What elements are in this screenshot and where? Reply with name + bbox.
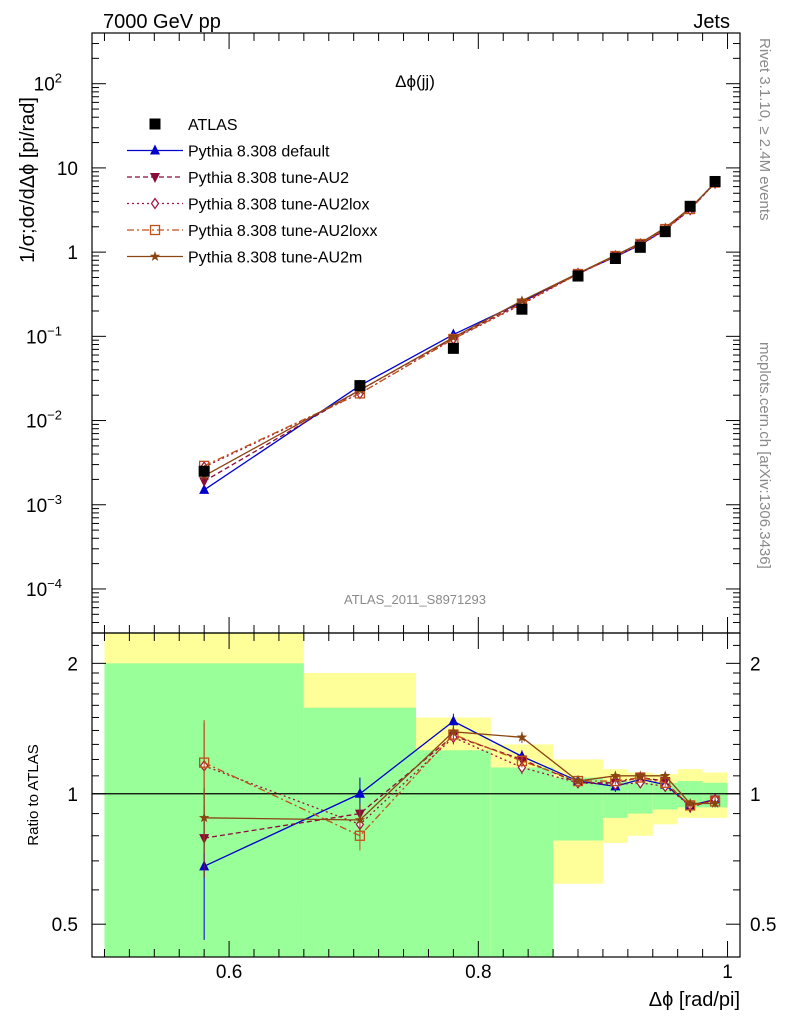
main-atlas-point bbox=[609, 252, 621, 264]
main-y-axis-label: 1/σ;dσ/dΔϕ [pi/rad] bbox=[17, 97, 39, 263]
ratio-inner-band bbox=[490, 767, 554, 957]
main-y-tick-label: 10−1 bbox=[26, 323, 62, 348]
ratio-au2m-point bbox=[635, 770, 646, 781]
ratio-y-tick-label-right: 1 bbox=[750, 785, 761, 806]
main-au2m-point bbox=[516, 295, 528, 306]
ratio-au2loxx-point bbox=[199, 757, 210, 768]
main-atlas-point bbox=[709, 175, 721, 187]
ratio-au2lox-line bbox=[203, 736, 716, 826]
plot-frames bbox=[91, 32, 741, 958]
main-au2-point bbox=[199, 477, 210, 488]
ratio-au2lox-point bbox=[636, 776, 645, 789]
main-y-tick-label: 10−4 bbox=[26, 576, 62, 601]
legend-label-au2m: Pythia 8.308 tune-AU2m bbox=[188, 250, 362, 267]
ratio-y-tick-label: 0.5 bbox=[52, 915, 78, 936]
main-axis-ticks: 10−4 10−3 10−2 10−1 1 10 102 bbox=[26, 32, 740, 634]
ratio-au2m-point bbox=[684, 797, 696, 808]
legend-marker-atlas bbox=[149, 118, 161, 130]
ratio-au2m-point bbox=[198, 812, 210, 823]
ratio-axis-ticks: 0.5 0.5 1 1 2 2 0.6 0.8 1 bbox=[52, 633, 776, 983]
legend-marker-au2lox bbox=[150, 197, 160, 210]
ratio-au2m-line bbox=[204, 731, 716, 821]
ratio-uncertainty-bands bbox=[92, 633, 740, 957]
ratio-au2-line bbox=[204, 735, 716, 839]
ratio-y-axis-label: Ratio to ATLAS bbox=[25, 744, 42, 845]
main-au2m-point bbox=[448, 331, 459, 342]
ratio-au2m-point bbox=[448, 726, 459, 737]
ratio-y-tick-label: 2 bbox=[67, 654, 78, 675]
ratio-au2loxx-point bbox=[516, 755, 528, 767]
watermark: ATLAS_2011_S8971293 bbox=[344, 592, 486, 607]
main-title: Δϕ(jj) bbox=[395, 72, 435, 91]
x-tick-label: 1 bbox=[722, 962, 733, 983]
main-atlas-point bbox=[684, 200, 696, 212]
legend-label-default: Pythia 8.308 default bbox=[188, 144, 330, 161]
main-default-point bbox=[199, 483, 210, 494]
main-series-group bbox=[198, 175, 721, 494]
main-atlas-point bbox=[659, 226, 671, 238]
main-y-tick-label: 10−2 bbox=[26, 408, 62, 433]
legend-marker-default bbox=[150, 144, 160, 155]
main-atlas-point bbox=[447, 342, 459, 354]
legend-label-au2loxx: Pythia 8.308 tune-AU2loxx bbox=[188, 223, 377, 240]
ratio-inner-band bbox=[416, 750, 491, 957]
legend-label-au2: Pythia 8.308 tune-AU2 bbox=[188, 170, 349, 187]
ratio-au2m-point bbox=[572, 775, 584, 786]
main-y-tick-label: 102 bbox=[34, 71, 62, 96]
ratio-y-tick-label: 1 bbox=[67, 785, 78, 806]
ratio-au2m-point bbox=[354, 814, 366, 825]
main-atlas-point bbox=[634, 241, 646, 253]
ratio-y-tick-label-right: 0.5 bbox=[750, 915, 776, 936]
ratio-au2loxx-line bbox=[203, 733, 716, 837]
ratio-series-group bbox=[198, 713, 721, 940]
main-atlas-point bbox=[198, 465, 210, 477]
ratio-au2m-point bbox=[610, 770, 621, 781]
header-left: 7000 GeV pp bbox=[103, 11, 221, 33]
ratio-y-tick-label-right: 2 bbox=[750, 654, 761, 675]
ratio-au2m-point bbox=[660, 770, 671, 781]
mcplots-label: mcplots.cern.ch [arXiv:1306.3436] bbox=[756, 342, 773, 569]
ratio-frame bbox=[91, 632, 741, 958]
main-y-tick-label: 10−3 bbox=[26, 492, 62, 517]
ratio-au2loxx-point bbox=[354, 830, 366, 841]
ratio-au2m-point bbox=[516, 731, 528, 742]
main-atlas-point bbox=[572, 270, 584, 282]
legend-label-au2lox: Pythia 8.308 tune-AU2lox bbox=[188, 197, 369, 214]
x-tick-label: 0.6 bbox=[216, 962, 242, 983]
header-right: Jets bbox=[693, 11, 730, 33]
main-atlas-point bbox=[354, 380, 366, 392]
main-atlas-point bbox=[516, 303, 528, 315]
x-tick-label: 0.8 bbox=[465, 962, 491, 983]
rivet-label: Rivet 3.1.10, ≥ 2.4M events bbox=[756, 38, 773, 221]
main-y-tick-label: 1 bbox=[67, 243, 78, 264]
legend-marker-au2m bbox=[149, 251, 161, 261]
ratio-default-point bbox=[354, 787, 365, 798]
ratio-default-point bbox=[448, 715, 459, 726]
ratio-au2m-point bbox=[709, 797, 721, 808]
main-au2loxx-line bbox=[203, 182, 716, 467]
x-axis-label: Δϕ [rad/pi] bbox=[649, 989, 740, 1011]
legend-marker-au2 bbox=[150, 173, 160, 183]
legend-marker-au2loxx bbox=[149, 224, 161, 236]
legend-label-atlas: ATLAS bbox=[188, 117, 238, 134]
legend: ATLAS Pythia 8.308 default Pythia 8.308 tu… bbox=[127, 117, 377, 267]
main-y-tick-label: 10 bbox=[57, 159, 78, 180]
main-au2m-line bbox=[203, 182, 716, 477]
